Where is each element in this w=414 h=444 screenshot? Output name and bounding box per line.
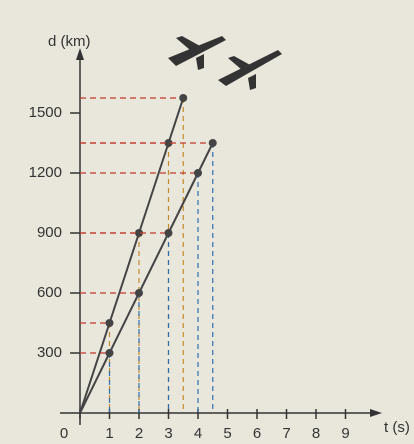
- x-axis-label: t (s): [384, 419, 410, 436]
- x-arrow: [370, 409, 382, 417]
- y-tick-label: 900: [37, 224, 62, 241]
- x-tick-label: 4: [194, 425, 202, 442]
- plane-icon: [168, 36, 282, 90]
- point: [105, 349, 114, 357]
- y-tick-label: 600: [37, 284, 62, 301]
- point: [164, 139, 173, 147]
- series-line: [79, 142, 214, 414]
- point: [179, 94, 188, 102]
- y-tick-label: 1200: [29, 164, 62, 181]
- point: [135, 289, 143, 297]
- point: [164, 229, 173, 237]
- x-tick-label: 1: [105, 425, 113, 442]
- y-tick-label: 1500: [29, 104, 62, 121]
- x-tick-label: 3: [164, 425, 172, 442]
- x-tick-label: 9: [341, 425, 349, 442]
- x-tick-label: 2: [135, 425, 143, 442]
- x-tick-label: 8: [312, 425, 320, 442]
- y-axis-label: d (km): [48, 33, 91, 50]
- point: [194, 169, 202, 177]
- x-tick-label: 5: [223, 425, 231, 442]
- point: [105, 319, 114, 327]
- x-tick-label: 7: [282, 425, 290, 442]
- x-tick-label: 0: [60, 425, 68, 442]
- point: [208, 139, 217, 147]
- y-tick-label: 300: [37, 344, 62, 361]
- point: [135, 229, 143, 237]
- y-arrow: [76, 48, 84, 60]
- x-tick-label: 6: [253, 425, 261, 442]
